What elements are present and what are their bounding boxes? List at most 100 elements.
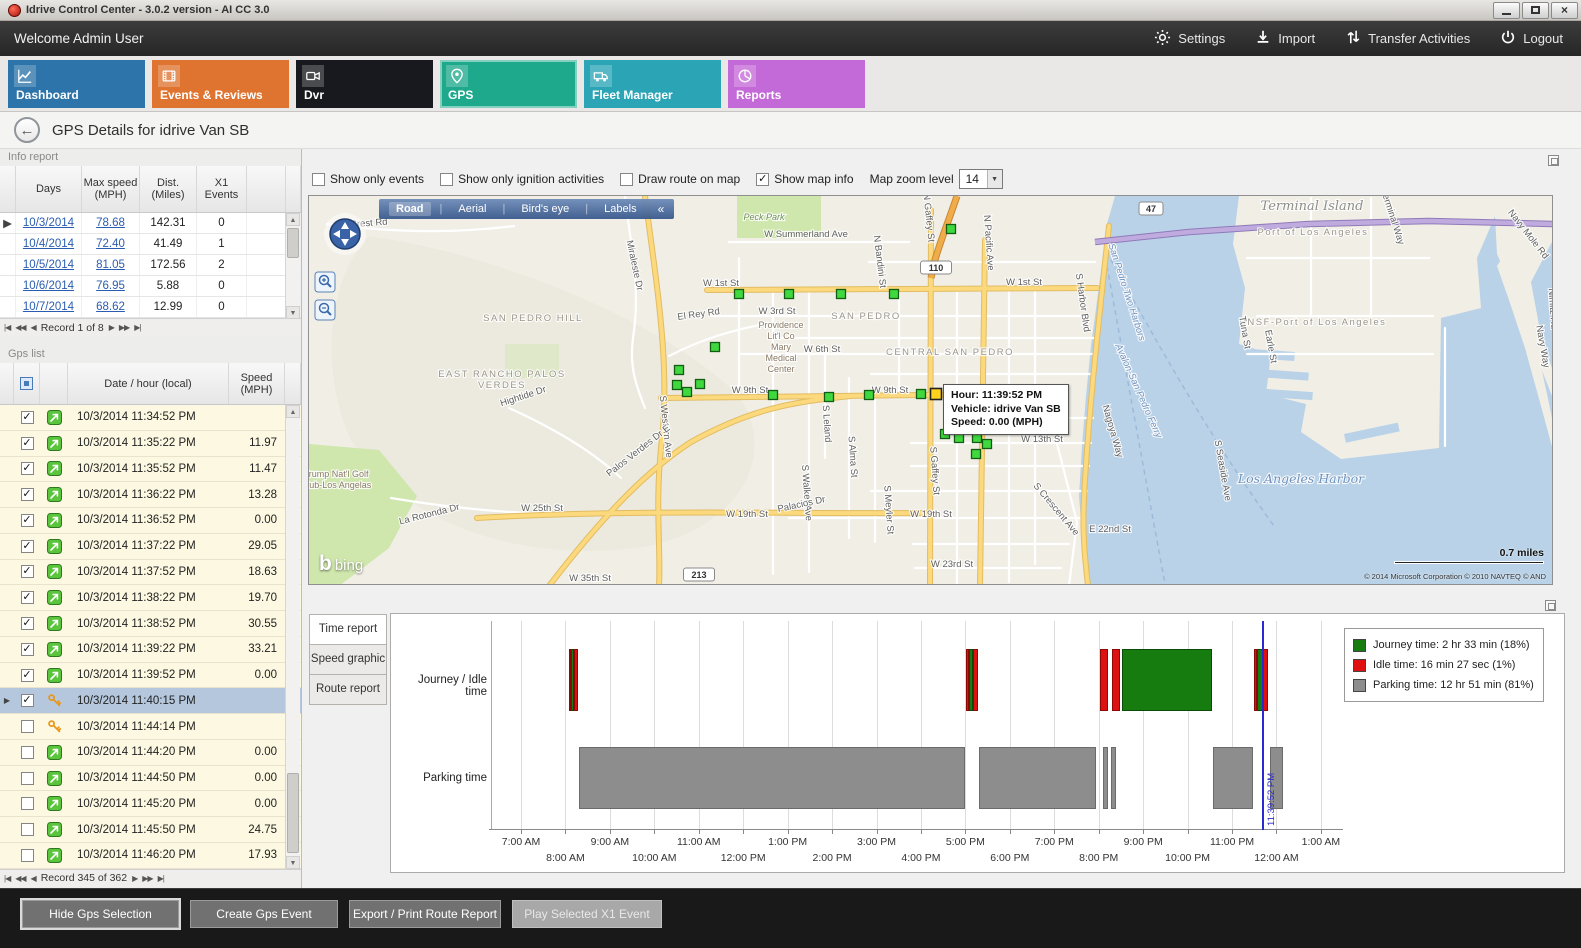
day-link[interactable]: 10/3/2014 <box>22 217 75 229</box>
row-checkbox[interactable] <box>20 720 34 734</box>
map-zoom-select[interactable]: 14 ▼ <box>958 169 1003 189</box>
max-speed-link[interactable]: 81.05 <box>96 259 125 271</box>
map-option-draw-route-on-map[interactable]: Draw route on map <box>620 172 740 186</box>
info-table-scrollbar[interactable]: ▲ ▼ <box>285 213 300 319</box>
column-header[interactable]: Date / hour (local) <box>68 363 229 404</box>
gps-marker[interactable] <box>970 448 982 460</box>
gps-marker[interactable] <box>835 288 847 300</box>
gps-list-row[interactable]: ✓ 10/3/2014 11:38:52 PM 30.55 <box>0 611 301 637</box>
close-button[interactable]: × <box>1551 1 1578 19</box>
gps-marker[interactable] <box>953 432 965 444</box>
info-report-row[interactable]: 10/5/2014 81.05 172.56 2 <box>0 255 301 276</box>
map-option-show-only-ignition-activities[interactable]: Show only ignition activities <box>440 172 604 186</box>
info-report-row[interactable]: 10/4/2014 72.40 41.49 1 <box>0 234 301 255</box>
gps-marker[interactable] <box>767 389 779 401</box>
gps-marker[interactable] <box>783 288 795 300</box>
max-speed-link[interactable]: 76.95 <box>96 280 125 292</box>
maximize-button[interactable] <box>1522 1 1549 19</box>
map-zoom-in-button[interactable] <box>314 271 336 293</box>
gps-marker[interactable] <box>671 379 683 391</box>
row-checkbox[interactable] <box>20 771 34 785</box>
column-header[interactable]: Speed (MPH) <box>229 363 285 404</box>
chart-panel-expand-icon[interactable] <box>1545 600 1556 611</box>
pager-first-button[interactable]: |◀ <box>4 873 11 883</box>
pager-prev-button[interactable]: ◀ <box>30 873 37 883</box>
max-speed-link[interactable]: 78.68 <box>96 217 125 229</box>
gps-marker[interactable] <box>915 388 927 400</box>
map[interactable]: Peck Park Crest Rd W Summerland Ave Mirales… <box>308 195 1553 585</box>
import-button[interactable]: Import <box>1255 29 1315 49</box>
gps-list-row[interactable]: ✓ 10/3/2014 11:37:52 PM 18.63 <box>0 559 301 586</box>
row-checkbox[interactable]: ✓ <box>20 617 34 630</box>
row-checkbox[interactable]: ✓ <box>20 488 34 502</box>
max-speed-link[interactable]: 68.62 <box>96 301 125 313</box>
row-checkbox[interactable]: ✓ <box>20 591 34 605</box>
checkbox[interactable]: ✓ <box>756 172 770 186</box>
gps-list-row[interactable]: ✓ 10/3/2014 11:38:22 PM 19.70 <box>0 585 301 612</box>
tab-events[interactable]: Events & Reviews <box>152 60 289 108</box>
pager-next-button[interactable]: ▶ <box>108 323 115 332</box>
map-style-bird-s-eye[interactable]: Bird's eye <box>521 203 570 215</box>
gps-list-row[interactable]: ✓ 10/3/2014 11:36:52 PM 0.00 <box>0 508 301 534</box>
scrollbar-thumb[interactable] <box>287 773 299 853</box>
row-checkbox[interactable] <box>20 797 34 811</box>
gps-marker[interactable] <box>945 223 957 235</box>
gps-marker[interactable] <box>888 288 900 300</box>
scroll-down-icon[interactable]: ▼ <box>286 306 300 319</box>
column-header[interactable]: Dist. (Miles) <box>140 166 197 212</box>
map-zoom-out-button[interactable] <box>314 299 336 321</box>
info-report-row[interactable]: 10/6/2014 76.95 5.88 0 <box>0 276 301 297</box>
map-compass-control[interactable] <box>324 213 366 255</box>
create-gps-event-button[interactable]: Create Gps Event <box>190 900 338 928</box>
hide-gps-selection-button[interactable]: Hide Gps Selection <box>22 900 179 928</box>
row-checkbox[interactable] <box>20 848 34 862</box>
max-speed-link[interactable]: 72.40 <box>96 238 125 250</box>
map-option-show-only-events[interactable]: Show only events <box>312 172 424 186</box>
gps-list-row[interactable]: ✓ 10/3/2014 11:37:22 PM 29.05 <box>0 533 301 560</box>
tab-dashboard[interactable]: Dashboard <box>8 60 145 108</box>
navbar-collapse-icon[interactable]: « <box>657 202 665 216</box>
logout-button[interactable]: Logout <box>1500 29 1563 49</box>
map-style-aerial[interactable]: Aerial <box>458 203 487 215</box>
gps-list-row[interactable]: 10/3/2014 11:44:20 PM 0.00 <box>0 739 301 766</box>
settings-button[interactable]: Settings <box>1154 29 1225 49</box>
back-button[interactable]: ← <box>14 117 40 143</box>
pager-last-button[interactable]: ▶| <box>157 873 165 883</box>
tab-gps[interactable]: GPS <box>440 60 577 108</box>
gps-marker[interactable] <box>733 288 745 300</box>
tab-reports[interactable]: Reports <box>728 60 865 108</box>
day-link[interactable]: 10/7/2014 <box>22 301 75 313</box>
info-report-row[interactable]: ▶ 10/3/2014 78.68 142.31 0 <box>0 213 301 234</box>
row-checkbox[interactable]: ✓ <box>20 410 34 424</box>
scroll-up-icon[interactable]: ▲ <box>286 213 300 226</box>
row-checkbox[interactable]: ✓ <box>20 513 34 527</box>
pager-prev-page-button[interactable]: ◀◀ <box>15 323 26 332</box>
day-link[interactable]: 10/4/2014 <box>22 238 75 250</box>
gps-list-row[interactable]: 10/3/2014 11:44:14 PM <box>0 714 301 740</box>
gps-marker[interactable] <box>673 364 685 376</box>
gps-marker[interactable] <box>981 438 993 450</box>
gps-marker[interactable] <box>971 432 983 444</box>
row-checkbox[interactable]: ✓ <box>20 642 34 656</box>
scroll-down-icon[interactable]: ▼ <box>286 856 300 869</box>
map-panel-expand-icon[interactable] <box>1548 155 1559 166</box>
pager-next-page-button[interactable]: ▶▶ <box>118 323 130 332</box>
pager-prev-page-button[interactable]: ◀◀ <box>15 873 26 883</box>
gps-table-scrollbar[interactable]: ▲ ▼ <box>285 405 300 869</box>
gps-list-row[interactable]: ✓ 10/3/2014 11:39:22 PM 33.21 <box>0 636 301 663</box>
day-link[interactable]: 10/6/2014 <box>22 280 75 292</box>
select-all-checkbox[interactable] <box>20 377 33 390</box>
gps-list-row[interactable]: 10/3/2014 11:44:50 PM 0.00 <box>0 765 301 792</box>
export-print-route-report-button[interactable]: Export / Print Route Report <box>349 900 501 928</box>
checkbox[interactable] <box>620 172 634 186</box>
transfer-button[interactable]: Transfer Activities <box>1345 29 1470 49</box>
gps-marker[interactable] <box>681 386 693 398</box>
info-report-row[interactable]: 10/7/2014 68.62 12.99 0 <box>0 297 301 318</box>
pager-last-button[interactable]: ▶| <box>134 323 141 332</box>
row-checkbox[interactable]: ✓ <box>20 694 34 708</box>
gps-list-row[interactable]: ▶ ✓ 10/3/2014 11:40:15 PM <box>0 688 301 715</box>
gps-marker[interactable] <box>863 389 875 401</box>
pager-first-button[interactable]: |◀ <box>4 323 11 332</box>
row-checkbox[interactable]: ✓ <box>20 668 34 682</box>
